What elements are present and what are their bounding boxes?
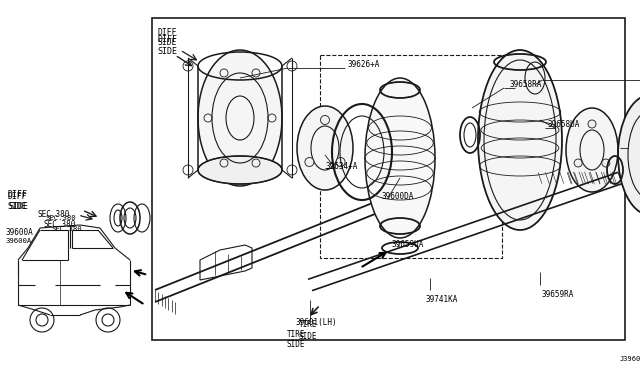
Ellipse shape [574, 159, 582, 167]
Text: SEC.380: SEC.380 [45, 215, 76, 221]
Text: 39659UA: 39659UA [392, 240, 424, 249]
Bar [320, 55, 502, 258]
Text: DIFF
SIDE: DIFF SIDE [8, 192, 28, 211]
Ellipse shape [602, 159, 610, 167]
Text: SEC.380: SEC.380 [44, 220, 76, 229]
Text: TIRE: TIRE [299, 320, 317, 329]
Text: 39601(LH): 39601(LH) [295, 318, 337, 327]
Text: 39659RA: 39659RA [542, 290, 574, 299]
Text: 39600A: 39600A [5, 228, 33, 237]
Text: 39634+A: 39634+A [325, 162, 357, 171]
Text: 39741KA: 39741KA [425, 295, 458, 304]
Text: SIDE: SIDE [299, 332, 317, 341]
Text: TIRE
SIDE: TIRE SIDE [287, 330, 305, 349]
Ellipse shape [566, 108, 618, 192]
Ellipse shape [321, 115, 330, 125]
Text: 39626+A: 39626+A [347, 60, 380, 69]
Text: SIDE: SIDE [8, 202, 28, 211]
Ellipse shape [588, 120, 596, 128]
Ellipse shape [336, 157, 345, 167]
Text: DIFF
SIDE: DIFF SIDE [157, 28, 177, 47]
Ellipse shape [628, 111, 640, 199]
Ellipse shape [478, 50, 562, 230]
Bar [152, 18, 625, 340]
Ellipse shape [618, 95, 640, 215]
Text: DIFF: DIFF [8, 190, 28, 199]
Ellipse shape [198, 156, 282, 184]
Text: 39658UA: 39658UA [547, 120, 579, 129]
Ellipse shape [365, 78, 435, 238]
Text: DIFF: DIFF [157, 35, 177, 44]
Text: 39600A: 39600A [5, 238, 31, 244]
Ellipse shape [297, 106, 353, 190]
Text: 39658RA: 39658RA [510, 80, 542, 89]
Text: 39600DA: 39600DA [382, 192, 414, 201]
Ellipse shape [198, 50, 282, 186]
Ellipse shape [305, 157, 314, 167]
Text: SEC.380: SEC.380 [52, 226, 83, 232]
Text: J396005C: J396005C [620, 356, 640, 362]
Text: SEC.380: SEC.380 [38, 210, 70, 219]
Text: SIDE: SIDE [157, 47, 177, 56]
